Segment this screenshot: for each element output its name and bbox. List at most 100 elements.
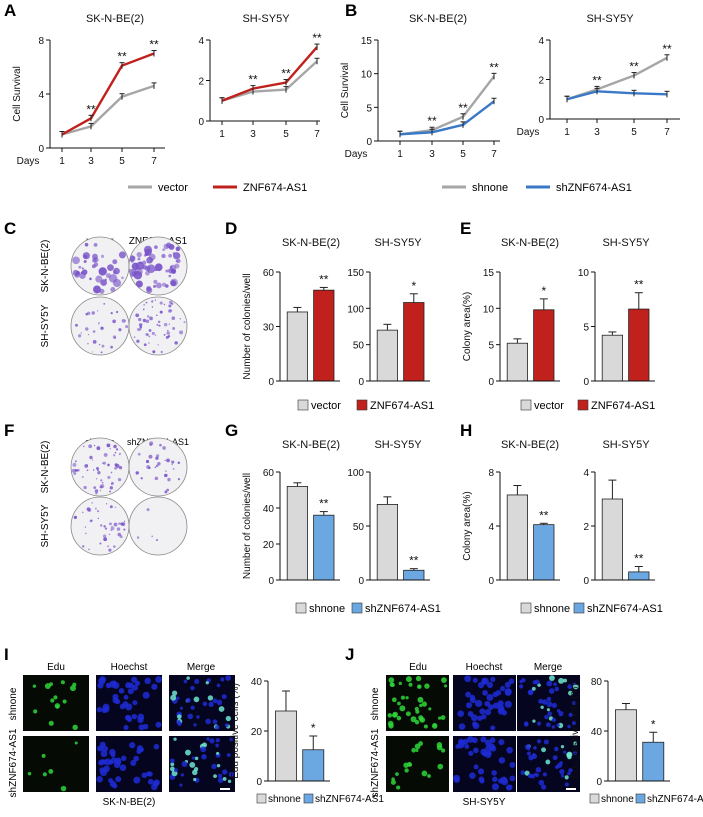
cell-nucleus	[129, 742, 136, 749]
cell-nucleus	[206, 737, 210, 741]
colony	[155, 464, 159, 467]
cell-nucleus	[153, 779, 160, 786]
significance-mark: *	[311, 721, 316, 735]
chart-i-edu: 0 20 40 Edu positive cells (%) *	[230, 677, 330, 788]
legend-label-shnone: shnone	[309, 603, 345, 615]
cell-nucleus	[477, 768, 485, 775]
significance-mark: **	[409, 554, 419, 568]
colony	[133, 336, 136, 338]
bar-znf674-as1	[628, 308, 650, 382]
colony	[97, 517, 100, 520]
colony	[91, 258, 97, 263]
dish-colonies	[75, 303, 129, 354]
colony	[75, 323, 78, 327]
x-tick-label: 1	[59, 156, 65, 167]
y-tick-label: 8	[488, 468, 494, 479]
colony	[168, 243, 175, 250]
cell-nucleus	[417, 685, 421, 689]
colony	[171, 463, 173, 466]
colony	[124, 320, 126, 322]
img-edu-sh	[386, 736, 449, 792]
significance-mark: **	[248, 73, 258, 87]
colony	[118, 328, 122, 332]
legend-label-shnone: shnone	[534, 603, 570, 615]
cell-nucleus	[556, 709, 561, 713]
cell-nucleus	[137, 716, 144, 724]
cell-nucleus	[190, 705, 195, 710]
colony	[179, 330, 184, 335]
colony	[110, 483, 113, 486]
panel-label-a: A	[4, 1, 16, 20]
colony	[149, 316, 153, 321]
colony	[113, 522, 118, 527]
colony	[159, 443, 162, 447]
colony	[84, 242, 89, 247]
cell-nucleus	[486, 681, 494, 689]
cell-nucleus	[179, 783, 183, 787]
cell-nucleus	[391, 777, 395, 781]
y-tick-label: 2	[198, 77, 204, 88]
colony	[142, 318, 147, 323]
colony	[169, 265, 173, 269]
colony	[166, 331, 170, 335]
colony	[154, 245, 158, 249]
y-tick-label: 0	[358, 576, 364, 587]
cell-nucleus	[62, 699, 67, 704]
dish-colonies	[72, 242, 126, 294]
significance-mark: **	[427, 114, 437, 128]
colony	[143, 343, 147, 347]
cell-nucleus	[200, 746, 207, 753]
colony	[82, 545, 85, 548]
y-tick-label: 0	[198, 117, 204, 128]
cell-nucleus	[563, 678, 568, 683]
chart-a-shsy5y: SH-SY5Y 0 2 4 1 3 5 7 ** ** **	[198, 13, 322, 140]
cell-nucleus	[540, 705, 544, 709]
cell-nucleus	[545, 722, 551, 728]
colony	[144, 265, 151, 272]
cell-nucleus	[538, 779, 545, 786]
colony	[168, 274, 172, 278]
cell-nucleus	[536, 721, 542, 726]
cell-nucleus	[559, 768, 565, 775]
chart-title: SH-SY5Y	[374, 439, 422, 451]
colony	[103, 525, 106, 528]
cell-nucleus	[113, 761, 121, 769]
cell-nucleus	[480, 736, 487, 743]
cell-nucleus	[99, 741, 106, 748]
colony	[74, 460, 77, 463]
colony	[71, 468, 76, 473]
cell-nucleus	[118, 688, 125, 694]
series-line-shznf674-as1	[566, 90, 668, 101]
colony	[172, 252, 181, 260]
cell-nucleus	[421, 770, 428, 777]
y-tick-label: 10	[578, 268, 590, 279]
legend-label-znf: ZNF674-AS1	[370, 400, 434, 412]
legend-label-znf: ZNF674-AS1	[243, 182, 307, 194]
colony	[159, 301, 163, 305]
colony	[103, 453, 108, 457]
colony	[92, 340, 97, 344]
row-label-skn: SK-N-BE(2)	[40, 441, 51, 494]
row-label-sh: shZNF674-AS1	[370, 728, 381, 797]
cell-nucleus	[568, 690, 573, 696]
cell-nucleus	[498, 757, 506, 764]
colony	[91, 459, 94, 461]
cell-nucleus	[109, 748, 116, 756]
y-axis-label: Colony area(%)	[462, 491, 473, 560]
colony	[95, 478, 98, 480]
row-label-skn: SK-N-BE(2)	[40, 240, 51, 293]
colony	[100, 279, 108, 286]
cell-nucleus	[542, 699, 548, 705]
colony	[117, 464, 119, 466]
colony	[154, 334, 157, 336]
cell-nucleus	[131, 713, 138, 720]
colony	[106, 443, 111, 448]
y-tick-label: 5	[366, 103, 372, 114]
cell-nucleus	[546, 696, 552, 702]
colony	[146, 315, 150, 318]
cell-nucleus	[108, 759, 114, 765]
cell-nucleus	[173, 737, 177, 741]
cell-nucleus	[504, 700, 512, 708]
dish-colonies	[133, 299, 186, 354]
